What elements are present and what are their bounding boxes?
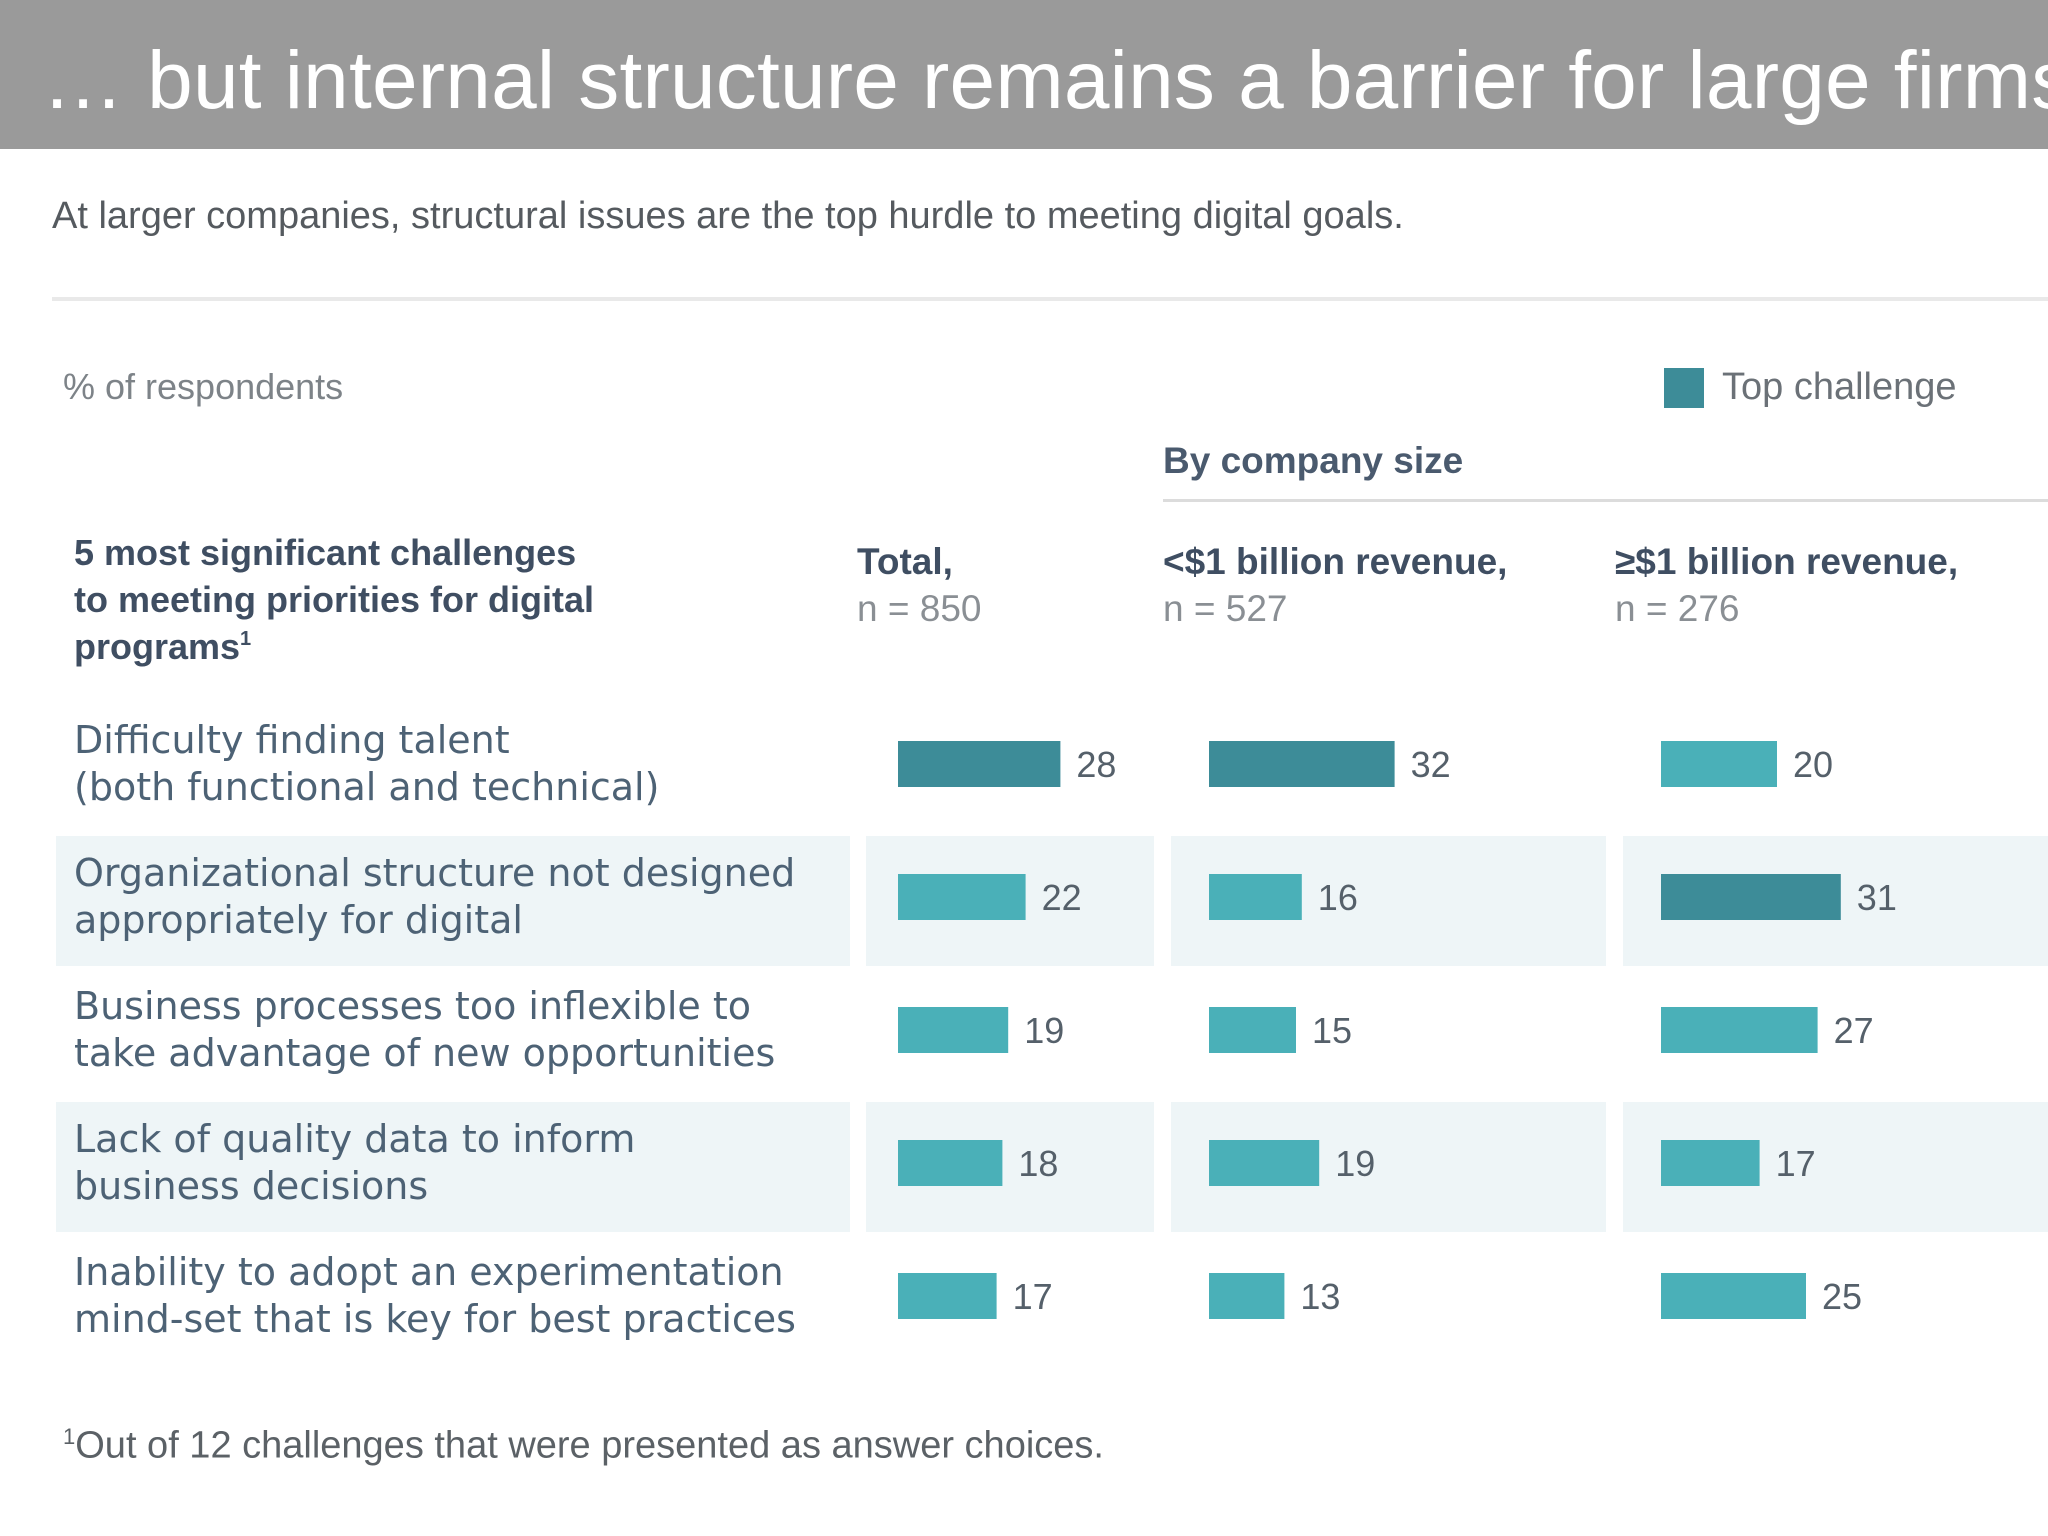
bar bbox=[898, 874, 1026, 920]
bar-value-label: 25 bbox=[1822, 1276, 1862, 1317]
group-divider bbox=[1163, 499, 2048, 502]
bar-value-label: 27 bbox=[1834, 1010, 1874, 1051]
column-n: n = 850 bbox=[857, 588, 982, 629]
category-label: Inability to adopt an experimentation bbox=[74, 1250, 784, 1294]
bar-value-label: 16 bbox=[1318, 877, 1358, 918]
footnote-text: Out of 12 challenges that were presented… bbox=[75, 1424, 1104, 1467]
bar bbox=[1209, 741, 1395, 787]
bar bbox=[1661, 1273, 1806, 1319]
bar-value-label: 17 bbox=[1776, 1143, 1816, 1184]
category-label: Business processes too inflexible to bbox=[74, 984, 751, 1028]
row-header-line: programs1 bbox=[74, 626, 251, 667]
bar-chart: 5 most significant challenges to meeting … bbox=[56, 532, 2048, 1341]
legend-swatch bbox=[1664, 368, 1704, 408]
subtitle: At larger companies, structural issues a… bbox=[52, 195, 1404, 237]
footnote: 1Out of 12 challenges that were presente… bbox=[63, 1424, 1104, 1468]
unit-label: % of respondents bbox=[63, 366, 344, 407]
column-n: n = 276 bbox=[1615, 588, 1740, 629]
bar bbox=[1661, 1140, 1760, 1186]
bar bbox=[1209, 1007, 1296, 1053]
category-label: take advantage of new opportunities bbox=[74, 1031, 775, 1075]
row-header-line: to meeting priorities for digital bbox=[74, 579, 594, 620]
category-label: Organizational structure not designed bbox=[74, 851, 795, 895]
bar bbox=[1661, 741, 1777, 787]
row-header-footnote-marker: 1 bbox=[240, 628, 251, 650]
row-header-line: 5 most significant challenges bbox=[74, 532, 576, 573]
bar-value-label: 20 bbox=[1793, 744, 1833, 785]
bar bbox=[898, 741, 1061, 787]
row-band bbox=[56, 1102, 850, 1232]
bar-value-label: 22 bbox=[1042, 877, 1082, 918]
bar-value-label: 32 bbox=[1411, 744, 1451, 785]
bar bbox=[1661, 1007, 1818, 1053]
bar-value-label: 15 bbox=[1312, 1010, 1352, 1051]
bar bbox=[1209, 1273, 1285, 1319]
category-label: Lack of quality data to inform bbox=[74, 1117, 635, 1161]
bar bbox=[1661, 874, 1841, 920]
title-bar: … but internal structure remains a barri… bbox=[0, 0, 2048, 149]
group-header: By company size bbox=[1163, 440, 1464, 481]
column-title: <$1 billion revenue, bbox=[1163, 541, 1508, 582]
bar-value-label: 18 bbox=[1018, 1143, 1058, 1184]
bar bbox=[1209, 1140, 1320, 1186]
column-header-total: Total, n = 850 bbox=[857, 538, 981, 632]
bar-value-label: 31 bbox=[1857, 877, 1897, 918]
category-label: (both functional and technical) bbox=[74, 765, 659, 809]
category-label: Difficulty finding talent bbox=[74, 718, 510, 762]
bar-value-label: 19 bbox=[1335, 1143, 1375, 1184]
column-title: Total, bbox=[857, 541, 953, 582]
bar bbox=[1209, 874, 1302, 920]
category-label: mind-set that is key for best practices bbox=[74, 1297, 796, 1341]
slide-title: … but internal structure remains a barri… bbox=[42, 35, 2048, 126]
column-title: ≥$1 billion revenue, bbox=[1615, 541, 1959, 582]
category-label: business decisions bbox=[74, 1164, 428, 1208]
row-band bbox=[56, 836, 850, 966]
column-header-small: <$1 billion revenue, n = 527 bbox=[1163, 538, 1507, 632]
column-header-large: ≥$1 billion revenue, n = 276 bbox=[1615, 538, 1958, 632]
bar-value-label: 19 bbox=[1024, 1010, 1064, 1051]
legend-label: Top challenge bbox=[1722, 366, 1957, 408]
bar bbox=[898, 1140, 1003, 1186]
bar-value-label: 13 bbox=[1300, 1276, 1340, 1317]
column-n: n = 527 bbox=[1163, 588, 1288, 629]
bar-value-label: 28 bbox=[1076, 744, 1116, 785]
bar-value-label: 17 bbox=[1013, 1276, 1053, 1317]
bar bbox=[898, 1007, 1009, 1053]
divider bbox=[52, 297, 2048, 301]
bar bbox=[898, 1273, 997, 1319]
category-label: appropriately for digital bbox=[74, 898, 523, 942]
footnote-marker: 1 bbox=[63, 1424, 76, 1449]
